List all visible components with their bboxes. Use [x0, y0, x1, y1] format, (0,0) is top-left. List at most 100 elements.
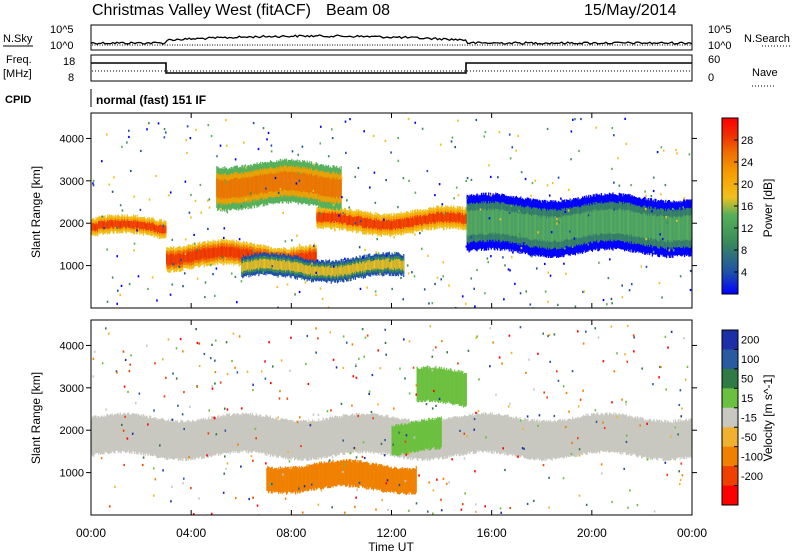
power-cell [548, 217, 550, 243]
power-cell [401, 261, 403, 271]
velocity-cell [202, 417, 204, 459]
power-cell [165, 225, 167, 234]
power-cell [312, 266, 314, 277]
power-cell [212, 246, 214, 259]
velocity-cell [485, 413, 487, 452]
power-speckle [358, 275, 361, 278]
power-cell [445, 211, 447, 222]
velocity-cell [524, 417, 526, 459]
freq-label-line1: Freq. [6, 54, 32, 66]
power-cell [247, 177, 249, 197]
power-cell [473, 210, 475, 234]
velocity-cell [268, 416, 271, 454]
velocity-cell [603, 415, 605, 452]
power-cell [205, 249, 207, 260]
velocity-cell [390, 417, 392, 455]
power-cell [402, 260, 404, 269]
power-cell [408, 218, 410, 227]
velocity-cell [563, 420, 565, 459]
power-cell [317, 213, 319, 224]
power-cell [276, 172, 278, 191]
velocity-cell [287, 420, 289, 460]
power-cell [238, 249, 240, 260]
velocity-cell [121, 415, 123, 452]
power-cell [476, 209, 478, 236]
power-cell [335, 211, 337, 222]
power-speckle [354, 222, 357, 225]
power-cell [328, 177, 330, 197]
power-speckle [575, 204, 578, 207]
velocity-cell [511, 417, 513, 455]
power-cell [363, 218, 365, 229]
velocity-cell [267, 465, 269, 492]
velocity-cell [162, 418, 164, 458]
velocity-cell [260, 414, 262, 453]
power-cell [666, 218, 668, 243]
power-speckle [651, 210, 653, 213]
power-speckle [664, 183, 667, 187]
velocity-cell [106, 414, 108, 453]
power-speckle [372, 134, 375, 137]
velocity-cell [329, 462, 331, 488]
power-speckle [455, 186, 458, 189]
power-speckle [319, 142, 322, 145]
power-cell [330, 179, 332, 198]
velocity-cell [308, 464, 310, 492]
power-cell [323, 212, 325, 222]
power-cell [333, 177, 335, 198]
velocity-cell [374, 464, 376, 489]
power-cell [116, 220, 119, 229]
power-cell [531, 215, 534, 241]
power-speckle [245, 198, 247, 201]
velocity-cell [365, 414, 367, 454]
power-cell [309, 250, 311, 262]
velocity-cell [324, 420, 326, 457]
velocity-cell [574, 417, 577, 458]
velocity-cell [375, 413, 377, 453]
power-cell [625, 210, 628, 236]
power-cell [307, 173, 309, 192]
velocity-cell [514, 417, 517, 457]
velocity-cell [488, 413, 490, 453]
velocity-cell [639, 417, 641, 456]
velocity-cell [549, 419, 551, 460]
power-cell [273, 259, 275, 270]
velocity-cell [120, 414, 122, 454]
power-cell [311, 173, 313, 192]
velocity-cell [189, 422, 191, 460]
power-speckle [598, 261, 600, 264]
power-cell [218, 247, 221, 258]
power-cell [150, 223, 152, 232]
power-speckle [298, 179, 301, 182]
power-cell [397, 219, 399, 229]
power-cell [394, 219, 396, 229]
velocity-cell [359, 414, 361, 454]
power-speckle [373, 258, 375, 261]
power-cell [286, 172, 289, 191]
velocity-cell [570, 419, 572, 458]
power-cell [157, 226, 159, 234]
velocity-cell [654, 421, 656, 458]
velocity-cell [232, 414, 234, 451]
power-cell [642, 213, 645, 237]
power-speckle [624, 117, 626, 120]
velocity-cell [637, 417, 639, 458]
power-cell [144, 222, 146, 230]
velocity-heatmap [91, 324, 692, 515]
power-cell [243, 177, 246, 196]
power-speckle [252, 250, 255, 253]
power-cell [370, 217, 372, 228]
power-cell [518, 212, 520, 237]
velocity-cell [256, 414, 258, 453]
power-speckle [330, 128, 333, 131]
velocity-cell [641, 418, 643, 459]
power-cell [280, 172, 282, 190]
power-cell [388, 258, 391, 270]
power-cell [297, 173, 299, 193]
velocity-cell [362, 462, 365, 487]
velocity-cell [344, 460, 346, 485]
velocity-cell [367, 462, 369, 490]
velocity-cell [580, 417, 582, 455]
velocity-cell [263, 417, 265, 454]
